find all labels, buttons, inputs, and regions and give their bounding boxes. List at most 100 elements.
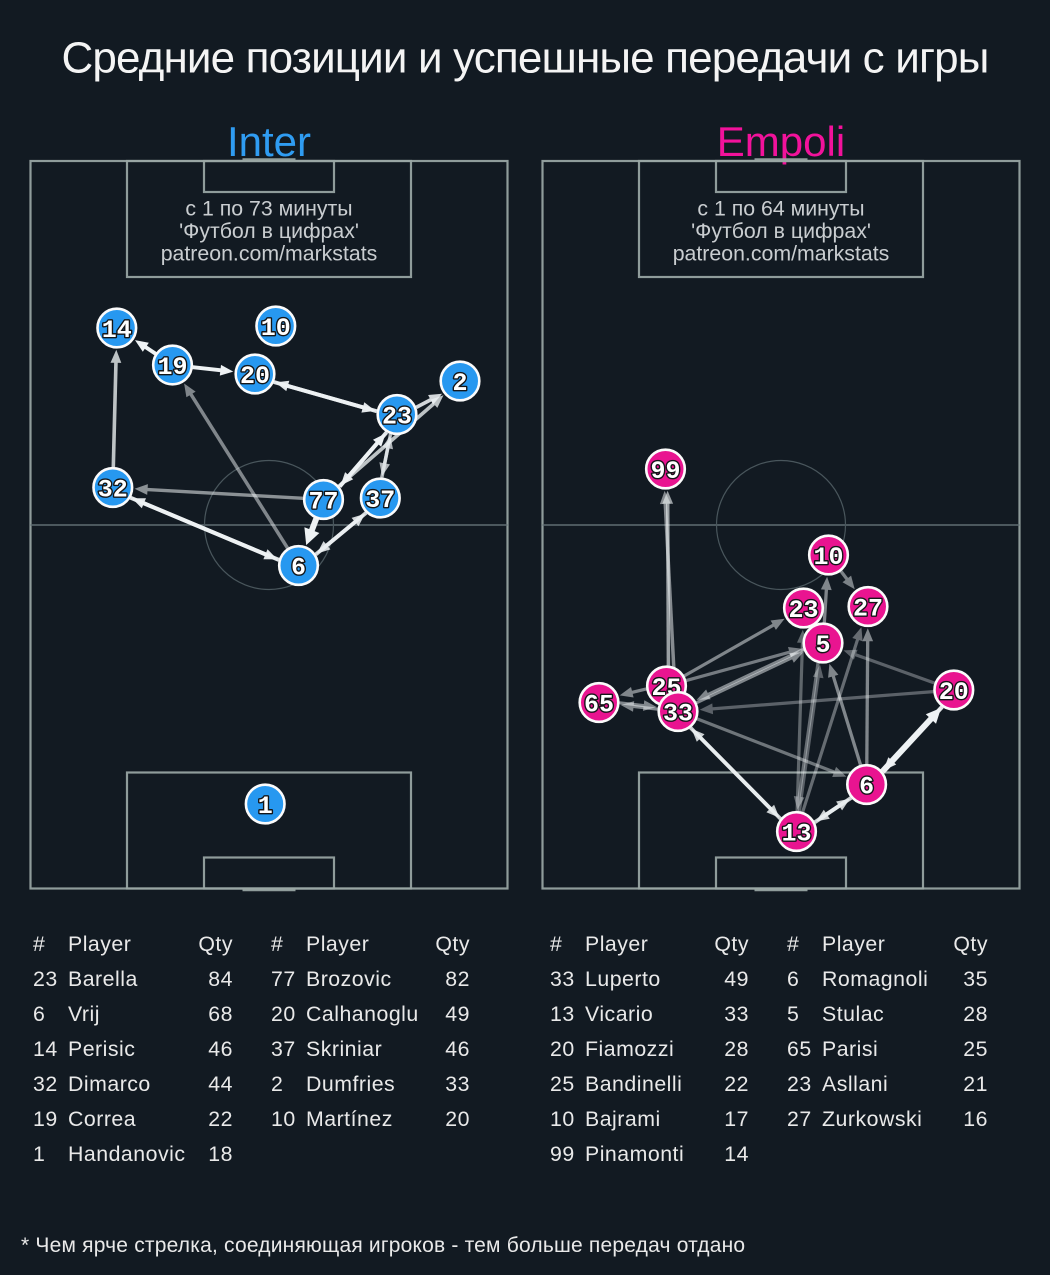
svg-text:2: 2 [452, 369, 467, 398]
svg-text:25: 25 [550, 1072, 575, 1096]
svg-text:13: 13 [781, 820, 811, 849]
svg-text:2: 2 [271, 1072, 283, 1096]
svg-text:6: 6 [787, 967, 799, 991]
svg-text:33: 33 [663, 700, 693, 729]
svg-text:6: 6 [859, 773, 874, 802]
svg-text:10: 10 [813, 543, 843, 572]
svg-text:27: 27 [787, 1107, 812, 1131]
svg-text:#: # [33, 932, 45, 956]
svg-text:10: 10 [271, 1107, 296, 1131]
svg-text:'Футбол в цифрах': 'Футбол в цифрах' [691, 219, 871, 243]
svg-text:23: 23 [382, 403, 412, 432]
svg-text:Qty: Qty [953, 932, 988, 956]
svg-text:Handanovic: Handanovic [68, 1142, 185, 1166]
svg-text:20: 20 [939, 678, 969, 707]
svg-text:25: 25 [963, 1037, 988, 1061]
svg-text:'Футбол в цифрах': 'Футбол в цифрах' [179, 219, 359, 243]
svg-text:49: 49 [445, 1002, 470, 1026]
svg-text:65: 65 [787, 1037, 812, 1061]
svg-text:Asllani: Asllani [822, 1072, 888, 1096]
svg-text:49: 49 [724, 967, 749, 991]
svg-text:20: 20 [550, 1037, 575, 1061]
svg-text:19: 19 [157, 353, 187, 382]
svg-text:Средние позиции и успешные пер: Средние позиции и успешные передачи с иг… [61, 34, 988, 83]
svg-text:Parisi: Parisi [822, 1037, 878, 1061]
svg-text:Qty: Qty [198, 932, 233, 956]
svg-text:33: 33 [445, 1072, 470, 1096]
svg-text:77: 77 [308, 488, 338, 517]
svg-text:10: 10 [261, 314, 291, 343]
svg-text:* Чем ярче стрелка, соединяюща: * Чем ярче стрелка, соединяющая игроков … [21, 1234, 745, 1257]
svg-text:46: 46 [208, 1037, 233, 1061]
svg-text:20: 20 [445, 1107, 470, 1131]
svg-text:32: 32 [98, 476, 128, 505]
svg-text:27: 27 [853, 595, 883, 624]
svg-text:33: 33 [550, 967, 575, 991]
svg-text:Brozovic: Brozovic [306, 967, 392, 991]
svg-text:Qty: Qty [714, 932, 749, 956]
svg-text:14: 14 [724, 1142, 749, 1166]
svg-text:99: 99 [550, 1142, 575, 1166]
svg-text:Player: Player [585, 932, 648, 956]
svg-text:68: 68 [208, 1002, 233, 1026]
svg-text:23: 23 [788, 596, 818, 625]
svg-text:77: 77 [271, 967, 296, 991]
svg-text:65: 65 [584, 691, 614, 720]
svg-text:5: 5 [787, 1002, 799, 1026]
svg-text:Perisic: Perisic [68, 1037, 135, 1061]
svg-text:44: 44 [208, 1072, 233, 1096]
svg-text:23: 23 [33, 967, 58, 991]
svg-text:Empoli: Empoli [717, 118, 845, 165]
svg-text:20: 20 [271, 1002, 296, 1026]
svg-text:10: 10 [550, 1107, 575, 1131]
svg-text:5: 5 [815, 631, 830, 660]
svg-text:#: # [787, 932, 799, 956]
svg-text:6: 6 [291, 554, 306, 583]
svg-text:19: 19 [33, 1107, 58, 1131]
svg-text:16: 16 [963, 1107, 988, 1131]
svg-text:Barella: Barella [68, 967, 138, 991]
svg-text:Dumfries: Dumfries [306, 1072, 395, 1096]
svg-text:82: 82 [445, 967, 470, 991]
svg-text:Correa: Correa [68, 1107, 136, 1131]
svg-text:23: 23 [787, 1072, 812, 1096]
svg-text:14: 14 [102, 316, 132, 345]
svg-text:Romagnoli: Romagnoli [822, 967, 928, 991]
svg-text:18: 18 [208, 1142, 233, 1166]
svg-text:Dimarco: Dimarco [68, 1072, 151, 1096]
svg-text:patreon.com/markstats: patreon.com/markstats [161, 242, 378, 266]
svg-text:28: 28 [724, 1037, 749, 1061]
svg-text:84: 84 [208, 967, 233, 991]
svg-text:46: 46 [445, 1037, 470, 1061]
svg-text:Skriniar: Skriniar [306, 1037, 382, 1061]
svg-text:33: 33 [724, 1002, 749, 1026]
svg-text:Zurkowski: Zurkowski [822, 1107, 922, 1131]
svg-text:Player: Player [68, 932, 131, 956]
svg-text:22: 22 [208, 1107, 233, 1131]
svg-text:Pinamonti: Pinamonti [585, 1142, 684, 1166]
svg-text:с 1 по 64 минуты: с 1 по 64 минуты [697, 197, 864, 221]
svg-text:99: 99 [650, 457, 680, 486]
svg-text:#: # [550, 932, 562, 956]
svg-text:32: 32 [33, 1072, 58, 1096]
svg-text:37: 37 [271, 1037, 296, 1061]
svg-text:1: 1 [258, 792, 273, 821]
svg-text:patreon.com/markstats: patreon.com/markstats [673, 242, 890, 266]
svg-text:Qty: Qty [435, 932, 470, 956]
svg-text:28: 28 [963, 1002, 988, 1026]
svg-text:17: 17 [724, 1107, 749, 1131]
svg-text:#: # [271, 932, 283, 956]
svg-text:Calhanoglu: Calhanoglu [306, 1002, 419, 1026]
svg-text:Martínez: Martínez [306, 1107, 393, 1131]
svg-text:13: 13 [550, 1002, 575, 1026]
svg-text:21: 21 [963, 1072, 988, 1096]
svg-text:37: 37 [365, 486, 395, 515]
svg-text:1: 1 [33, 1142, 45, 1166]
svg-text:Vicario: Vicario [585, 1002, 653, 1026]
svg-text:Inter: Inter [227, 118, 311, 165]
svg-text:Bajrami: Bajrami [585, 1107, 661, 1131]
svg-text:35: 35 [963, 967, 988, 991]
svg-text:с 1 по 73 минуты: с 1 по 73 минуты [185, 197, 352, 221]
svg-text:Player: Player [306, 932, 369, 956]
svg-text:Player: Player [822, 932, 885, 956]
